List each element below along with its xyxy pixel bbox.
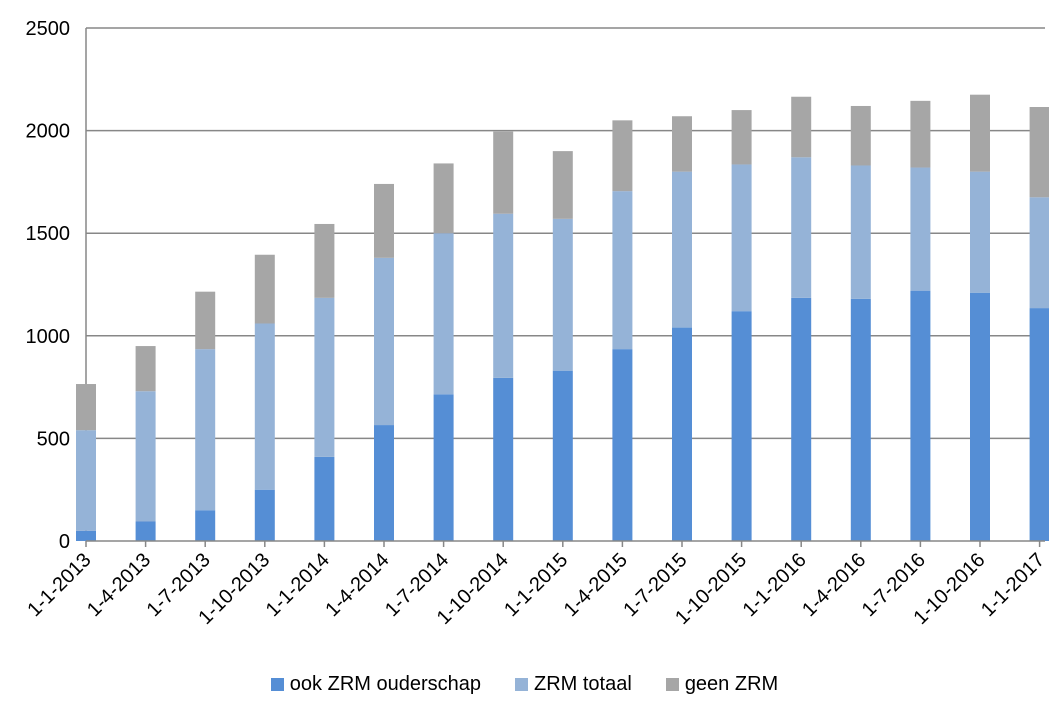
- bar-segment-1: [195, 510, 215, 541]
- bar-segment-1: [970, 293, 990, 541]
- legend-label: ook ZRM ouderschap: [290, 673, 481, 696]
- y-tick-label: 2500: [26, 18, 71, 40]
- bar-segment-3: [314, 224, 334, 298]
- x-tick-label: 1-1-2015: [500, 549, 572, 621]
- legend-swatch-zrm-totaal: [515, 678, 528, 691]
- x-tick-label: 1-1-2017: [977, 549, 1049, 621]
- y-tick-label: 1500: [26, 223, 71, 245]
- bar-segment-1: [791, 298, 811, 541]
- legend-label: geen ZRM: [685, 673, 778, 696]
- bar-segment-2: [314, 298, 334, 457]
- bar-segment-1: [136, 522, 156, 541]
- bar-segment-3: [791, 97, 811, 158]
- bar-segment-3: [672, 116, 692, 171]
- bar-segment-1: [493, 378, 513, 541]
- bar-segment-3: [434, 163, 454, 233]
- x-tick-label: 1-4-2014: [321, 549, 393, 621]
- bar-segment-3: [970, 95, 990, 172]
- bar-segment-3: [910, 101, 930, 168]
- legend-item-zrm-totaal: ZRM totaal: [515, 673, 632, 696]
- x-tick-label: 1-4-2016: [798, 549, 870, 621]
- legend: ook ZRM ouderschap ZRM totaal geen ZRM: [0, 673, 1049, 696]
- bar-segment-1: [553, 371, 573, 541]
- bar-segment-1: [374, 425, 394, 541]
- bar-segment-3: [732, 110, 752, 164]
- legend-item-ook-zrm-ouderschap: ook ZRM ouderschap: [271, 673, 481, 696]
- bar-segment-2: [1030, 197, 1049, 308]
- y-tick-label: 0: [59, 531, 70, 553]
- bar-segment-3: [612, 120, 632, 191]
- bar-segment-3: [493, 132, 513, 214]
- bar-segment-3: [255, 255, 275, 324]
- bar-segment-1: [851, 299, 871, 541]
- x-tick-label: 1-1-2013: [23, 549, 95, 621]
- bar-segment-3: [1030, 107, 1049, 197]
- bar-segment-2: [434, 233, 454, 394]
- bar-segment-3: [195, 292, 215, 349]
- y-tick-label: 2000: [26, 121, 71, 143]
- bar-segment-1: [434, 394, 454, 541]
- bar-segment-3: [553, 151, 573, 219]
- bar-segment-3: [851, 106, 871, 166]
- x-tick-label: 1-4-2013: [83, 549, 155, 621]
- bar-segment-2: [672, 172, 692, 328]
- bar-segment-2: [851, 165, 871, 298]
- bar-segment-1: [314, 457, 334, 541]
- bar-segment-2: [195, 349, 215, 510]
- bar-segment-3: [136, 346, 156, 391]
- bar-segment-2: [255, 323, 275, 489]
- legend-swatch-ook-zrm-ouderschap: [271, 678, 284, 691]
- legend-label: ZRM totaal: [534, 673, 632, 696]
- bar-segment-1: [672, 328, 692, 541]
- bar-segment-2: [493, 214, 513, 378]
- x-tick-label: 1-1-2016: [739, 549, 811, 621]
- bar-segment-2: [136, 391, 156, 521]
- bar-segment-1: [732, 311, 752, 541]
- bar-segment-1: [612, 349, 632, 541]
- bar-segment-2: [791, 157, 811, 298]
- chart-plot: 050010001500200025001-1-20131-4-20131-7-…: [0, 0, 1049, 660]
- legend-item-geen-zrm: geen ZRM: [666, 673, 778, 696]
- legend-swatch-geen-zrm: [666, 678, 679, 691]
- bar-segment-1: [76, 531, 96, 541]
- bar-segment-2: [553, 219, 573, 371]
- bar-segment-3: [76, 384, 96, 430]
- y-tick-label: 1000: [26, 326, 71, 348]
- bar-segment-1: [1030, 308, 1049, 541]
- bar-segment-1: [910, 291, 930, 541]
- y-tick-label: 500: [37, 428, 70, 450]
- bar-segment-3: [374, 184, 394, 258]
- bar-segment-2: [970, 172, 990, 293]
- bar-segment-2: [374, 258, 394, 425]
- bar-segment-2: [732, 164, 752, 311]
- x-tick-label: 1-1-2014: [262, 549, 334, 621]
- bar-segment-2: [612, 191, 632, 349]
- bar-segment-1: [255, 490, 275, 541]
- bar-segment-2: [910, 168, 930, 291]
- bar-segment-2: [76, 430, 96, 531]
- x-tick-label: 1-4-2015: [560, 549, 632, 621]
